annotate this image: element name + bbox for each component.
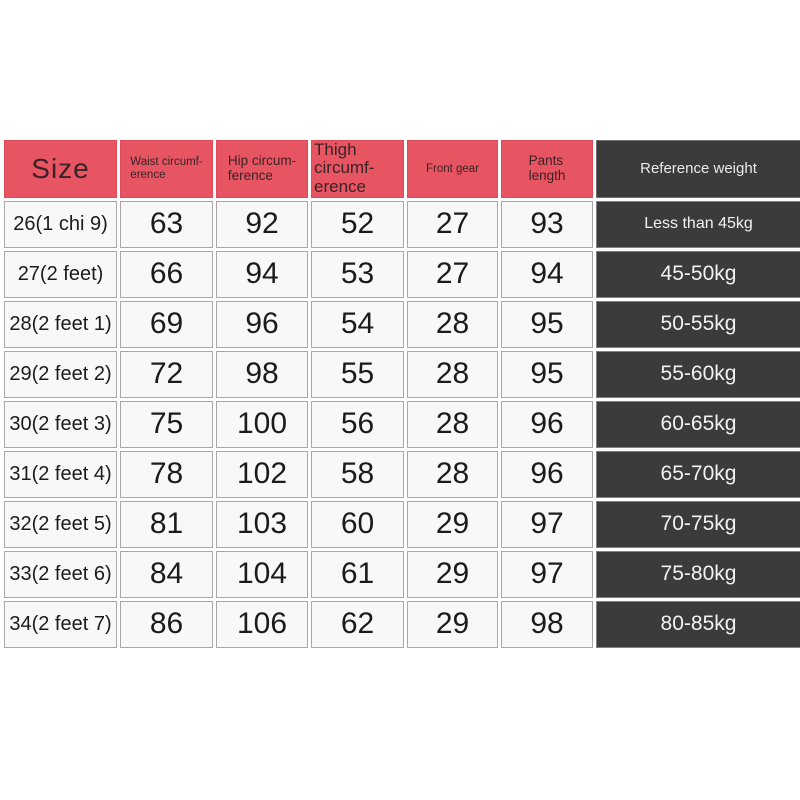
waist-cell: 72 — [120, 350, 213, 398]
pants-length-cell: 97 — [501, 500, 593, 548]
thigh-cell: 61 — [311, 550, 404, 598]
hip-cell: 98 — [216, 350, 308, 398]
table-row: 26(1 chi 9) 63 92 52 27 93 Less than 45k… — [4, 200, 800, 248]
pants-length-cell: 95 — [501, 300, 593, 348]
size-cell: 26(1 chi 9) — [4, 200, 117, 248]
front-gear-cell: 29 — [407, 600, 498, 648]
thigh-cell: 53 — [311, 250, 404, 298]
size-chart-table-container: Size Waist circumf-erence Hip circum-fer… — [1, 137, 800, 651]
hip-cell: 106 — [216, 600, 308, 648]
pants-length-cell: 95 — [501, 350, 593, 398]
column-header-hip: Hip circum-ference — [216, 140, 308, 198]
front-gear-cell: 27 — [407, 250, 498, 298]
thigh-cell: 54 — [311, 300, 404, 348]
waist-cell: 66 — [120, 250, 213, 298]
thigh-cell: 56 — [311, 400, 404, 448]
pants-length-cell: 97 — [501, 550, 593, 598]
waist-cell: 75 — [120, 400, 213, 448]
size-cell: 32(2 feet 5) — [4, 500, 117, 548]
size-cell: 31(2 feet 4) — [4, 450, 117, 498]
column-header-front-gear: Front gear — [407, 140, 498, 198]
waist-cell: 63 — [120, 200, 213, 248]
weight-cell: 65-70kg — [596, 450, 800, 498]
weight-cell: 70-75kg — [596, 500, 800, 548]
table-row: 33(2 feet 6) 84 104 61 29 97 75-80kg — [4, 550, 800, 598]
weight-cell: Less than 45kg — [596, 200, 800, 248]
hip-cell: 103 — [216, 500, 308, 548]
pants-length-cell: 94 — [501, 250, 593, 298]
pants-length-cell: 98 — [501, 600, 593, 648]
header-row: Size Waist circumf-erence Hip circum-fer… — [4, 140, 800, 198]
hip-cell: 102 — [216, 450, 308, 498]
front-gear-cell: 28 — [407, 450, 498, 498]
column-header-thigh: Thigh circumf-erence — [311, 140, 404, 198]
waist-cell: 69 — [120, 300, 213, 348]
size-cell: 29(2 feet 2) — [4, 350, 117, 398]
front-gear-cell: 28 — [407, 300, 498, 348]
table-row: 28(2 feet 1) 69 96 54 28 95 50-55kg — [4, 300, 800, 348]
column-header-size-label: Size — [31, 152, 90, 184]
weight-cell: 55-60kg — [596, 350, 800, 398]
size-cell: 28(2 feet 1) — [4, 300, 117, 348]
thigh-cell: 60 — [311, 500, 404, 548]
pants-length-cell: 93 — [501, 200, 593, 248]
hip-cell: 92 — [216, 200, 308, 248]
pants-length-cell: 96 — [501, 400, 593, 448]
thigh-cell: 52 — [311, 200, 404, 248]
waist-cell: 78 — [120, 450, 213, 498]
column-header-reference-weight: Reference weight — [596, 140, 800, 198]
weight-cell: 80-85kg — [596, 600, 800, 648]
weight-cell: 45-50kg — [596, 250, 800, 298]
pants-length-cell: 96 — [501, 450, 593, 498]
thigh-cell: 55 — [311, 350, 404, 398]
size-cell: 30(2 feet 3) — [4, 400, 117, 448]
weight-cell: 60-65kg — [596, 400, 800, 448]
size-cell: 33(2 feet 6) — [4, 550, 117, 598]
waist-cell: 81 — [120, 500, 213, 548]
thigh-cell: 62 — [311, 600, 404, 648]
column-header-size: Size — [4, 140, 117, 198]
hip-cell: 100 — [216, 400, 308, 448]
table-row: 34(2 feet 7) 86 106 62 29 98 80-85kg — [4, 600, 800, 648]
table-row: 32(2 feet 5) 81 103 60 29 97 70-75kg — [4, 500, 800, 548]
column-header-waist: Waist circumf-erence — [120, 140, 213, 198]
column-header-pants-length: Pants length — [501, 140, 593, 198]
weight-cell: 75-80kg — [596, 550, 800, 598]
waist-cell: 86 — [120, 600, 213, 648]
front-gear-cell: 29 — [407, 550, 498, 598]
size-cell: 27(2 feet) — [4, 250, 117, 298]
hip-cell: 94 — [216, 250, 308, 298]
table-row: 31(2 feet 4) 78 102 58 28 96 65-70kg — [4, 450, 800, 498]
front-gear-cell: 27 — [407, 200, 498, 248]
table-row: 29(2 feet 2) 72 98 55 28 95 55-60kg — [4, 350, 800, 398]
front-gear-cell: 29 — [407, 500, 498, 548]
hip-cell: 104 — [216, 550, 308, 598]
waist-cell: 84 — [120, 550, 213, 598]
hip-cell: 96 — [216, 300, 308, 348]
table-row: 30(2 feet 3) 75 100 56 28 96 60-65kg — [4, 400, 800, 448]
table-row: 27(2 feet) 66 94 53 27 94 45-50kg — [4, 250, 800, 298]
front-gear-cell: 28 — [407, 400, 498, 448]
front-gear-cell: 28 — [407, 350, 498, 398]
weight-cell: 50-55kg — [596, 300, 800, 348]
size-cell: 34(2 feet 7) — [4, 600, 117, 648]
thigh-cell: 58 — [311, 450, 404, 498]
size-chart-table: Size Waist circumf-erence Hip circum-fer… — [1, 137, 800, 651]
